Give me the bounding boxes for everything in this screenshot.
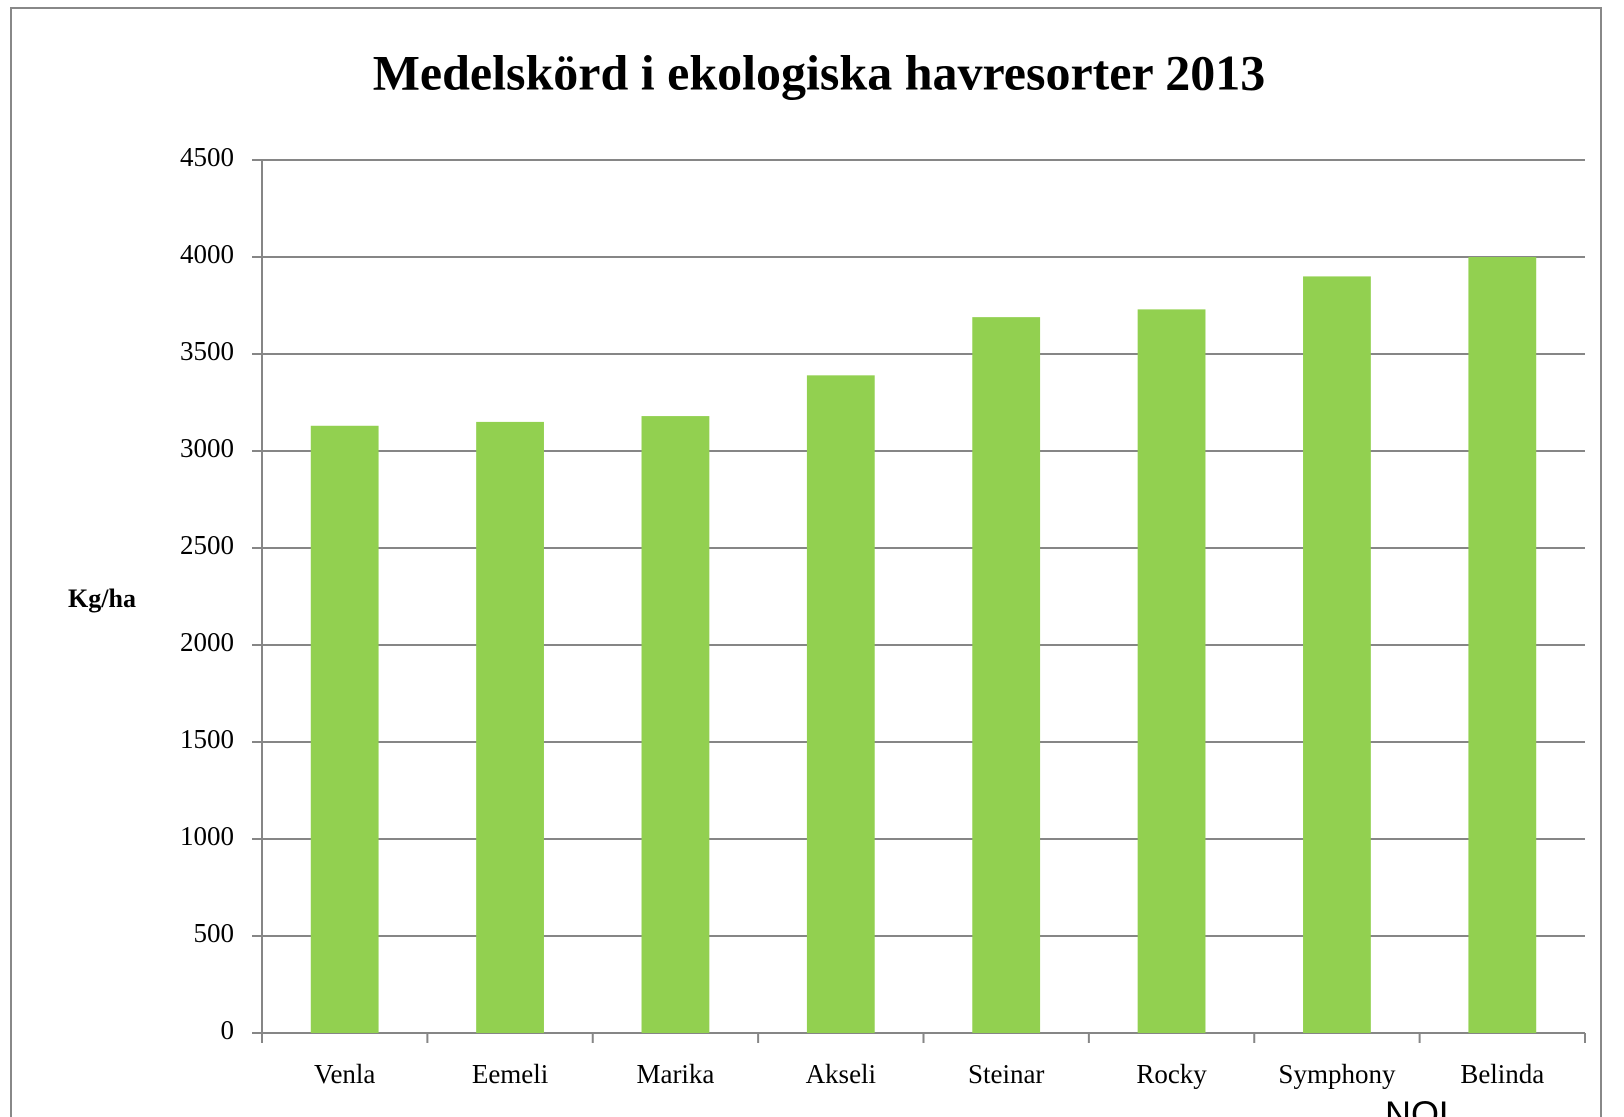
bar — [1303, 276, 1371, 1033]
bar — [972, 317, 1041, 1033]
y-tick-label: 500 — [194, 918, 235, 948]
bar — [1137, 309, 1206, 1033]
annotation: NOL — [1385, 1094, 1459, 1117]
bar — [310, 425, 379, 1033]
x-tick-label: Belinda — [1460, 1059, 1544, 1089]
y-tick-label: 1000 — [180, 821, 234, 851]
bar — [476, 421, 544, 1033]
y-tick-label: 0 — [221, 1015, 235, 1045]
bar — [1468, 257, 1537, 1033]
y-tick-label: 2000 — [180, 627, 234, 657]
y-tick-label: 2500 — [180, 530, 234, 560]
x-tick-label: Eemeli — [472, 1059, 548, 1089]
bar — [806, 375, 875, 1034]
y-tick-label: 4500 — [180, 142, 234, 172]
chart-title: Medelskörd i ekologiska havresorter 2013 — [373, 44, 1266, 100]
x-tick-label: Marika — [636, 1059, 714, 1089]
y-axis-label: Kg/ha — [68, 584, 136, 613]
y-tick-label: 3500 — [180, 336, 234, 366]
x-tick-label: Rocky — [1136, 1059, 1207, 1089]
y-tick-label: 4000 — [180, 239, 234, 269]
x-tick-label: Akseli — [806, 1059, 877, 1089]
y-tick-label: 1500 — [180, 724, 234, 754]
y-tick-label: 3000 — [180, 433, 234, 463]
x-tick-label: Symphony — [1278, 1059, 1396, 1089]
bar — [641, 416, 710, 1034]
x-tick-label: Steinar — [968, 1059, 1044, 1089]
x-tick-label: Venla — [314, 1059, 375, 1089]
